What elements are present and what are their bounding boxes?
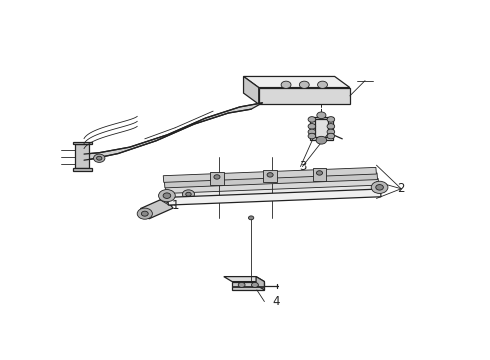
Polygon shape — [167, 184, 380, 199]
Circle shape — [317, 112, 326, 118]
Polygon shape — [73, 141, 92, 144]
Circle shape — [318, 81, 327, 89]
Text: 1: 1 — [172, 199, 179, 212]
Polygon shape — [256, 276, 265, 290]
Polygon shape — [163, 167, 376, 183]
Circle shape — [214, 175, 220, 179]
Text: 4: 4 — [272, 295, 280, 308]
Circle shape — [327, 117, 335, 122]
Circle shape — [137, 208, 152, 219]
Circle shape — [159, 190, 175, 202]
Polygon shape — [210, 172, 224, 185]
Circle shape — [327, 133, 335, 139]
Circle shape — [248, 216, 254, 220]
Polygon shape — [232, 286, 265, 287]
Polygon shape — [166, 179, 379, 193]
Circle shape — [317, 171, 322, 175]
Circle shape — [308, 117, 316, 122]
Circle shape — [251, 283, 258, 287]
Circle shape — [163, 193, 171, 198]
Polygon shape — [164, 173, 377, 188]
Circle shape — [308, 129, 316, 135]
Circle shape — [97, 156, 102, 160]
Circle shape — [238, 283, 245, 287]
Circle shape — [308, 133, 316, 139]
Circle shape — [299, 81, 309, 89]
Polygon shape — [315, 120, 328, 138]
Circle shape — [316, 136, 327, 144]
Polygon shape — [167, 192, 191, 206]
Text: 3: 3 — [299, 160, 306, 173]
Circle shape — [267, 173, 273, 177]
Polygon shape — [310, 117, 333, 140]
Circle shape — [327, 123, 335, 129]
Circle shape — [186, 192, 191, 196]
Circle shape — [182, 190, 195, 199]
Circle shape — [308, 123, 316, 129]
Polygon shape — [259, 87, 350, 104]
Polygon shape — [263, 170, 277, 183]
Polygon shape — [75, 144, 89, 168]
Polygon shape — [224, 276, 265, 282]
Polygon shape — [313, 168, 326, 181]
Polygon shape — [232, 282, 265, 290]
Polygon shape — [84, 103, 263, 160]
Polygon shape — [244, 76, 259, 104]
Polygon shape — [73, 168, 92, 171]
Circle shape — [376, 185, 383, 190]
Polygon shape — [244, 76, 350, 87]
Circle shape — [327, 129, 335, 135]
Circle shape — [94, 154, 105, 162]
Polygon shape — [141, 198, 173, 219]
Circle shape — [371, 181, 388, 193]
Circle shape — [281, 81, 291, 89]
Circle shape — [142, 211, 148, 216]
Text: 2: 2 — [397, 182, 405, 195]
Polygon shape — [168, 189, 381, 205]
